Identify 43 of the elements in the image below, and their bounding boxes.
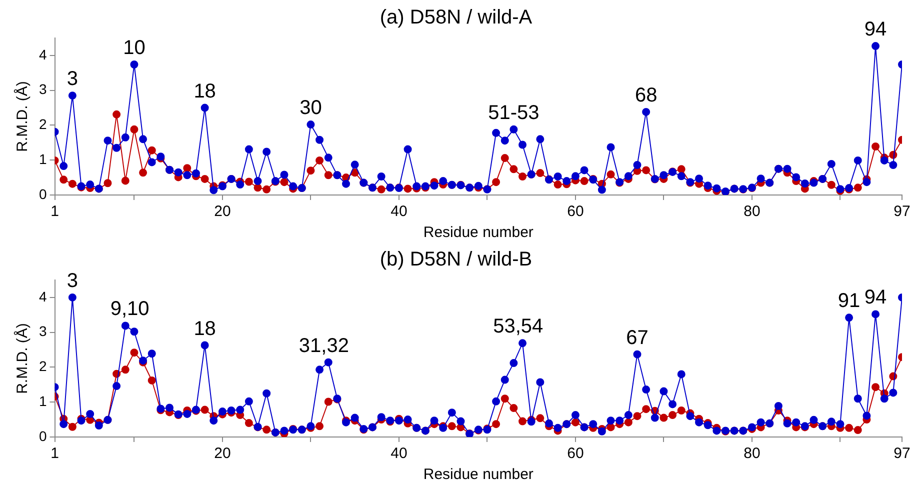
annotation: 68: [634, 84, 658, 106]
y-tick-label: 0: [38, 428, 47, 444]
y-tick-label: 2: [38, 116, 47, 132]
annotation: 51-53: [488, 102, 540, 124]
annotation: 9,10: [110, 298, 150, 320]
x-axis-title: Residue number: [423, 466, 534, 484]
annotation: 31,32: [298, 334, 349, 357]
x-tick-label: 97: [894, 203, 910, 220]
annotation: 3: [66, 68, 78, 90]
annotation: 10: [123, 37, 146, 60]
x-tick-label: 60: [567, 203, 584, 220]
x-tick-label: 20: [214, 445, 231, 462]
y-tick-label: 4: [38, 46, 47, 62]
x-tick-label: 40: [390, 445, 408, 462]
y-tick-label: 3: [38, 323, 47, 340]
annotation: 30: [300, 97, 322, 120]
x-tick-label: 1: [50, 445, 59, 462]
x-tick-label: 40: [390, 203, 408, 220]
x-tick-label: 80: [744, 203, 760, 220]
x-tick-label: 20: [214, 203, 231, 220]
annotation: 94: [864, 18, 887, 41]
x-tick-label: 97: [894, 445, 910, 462]
y-axis-title: R.M.D. (Å): [13, 81, 32, 152]
annotation: 18: [194, 80, 216, 102]
x-axis-title: Residue number: [423, 224, 534, 242]
annotation: 94: [864, 286, 887, 309]
y-tick-label: 3: [38, 81, 47, 98]
annotation: 3: [66, 270, 78, 292]
chart-title: (a) D58N / wild-A: [380, 6, 533, 29]
x-tick-label: 1: [50, 203, 59, 220]
annotation: 91: [838, 290, 860, 312]
y-tick-label: 0: [38, 186, 47, 202]
annotation: 53,54: [493, 316, 544, 338]
y-axis-title: R.M.D. (Å): [13, 323, 32, 394]
chart-title: (b) D58N / wild-B: [380, 248, 532, 271]
y-tick-label: 2: [38, 358, 47, 374]
y-tick-label: 4: [38, 288, 47, 304]
x-tick-label: 80: [744, 445, 760, 462]
y-tick-label: 1: [38, 150, 47, 167]
y-tick-label: 1: [38, 392, 47, 409]
x-tick-label: 60: [567, 445, 584, 462]
annotation: 18: [194, 318, 216, 340]
annotation: 67: [626, 326, 648, 349]
